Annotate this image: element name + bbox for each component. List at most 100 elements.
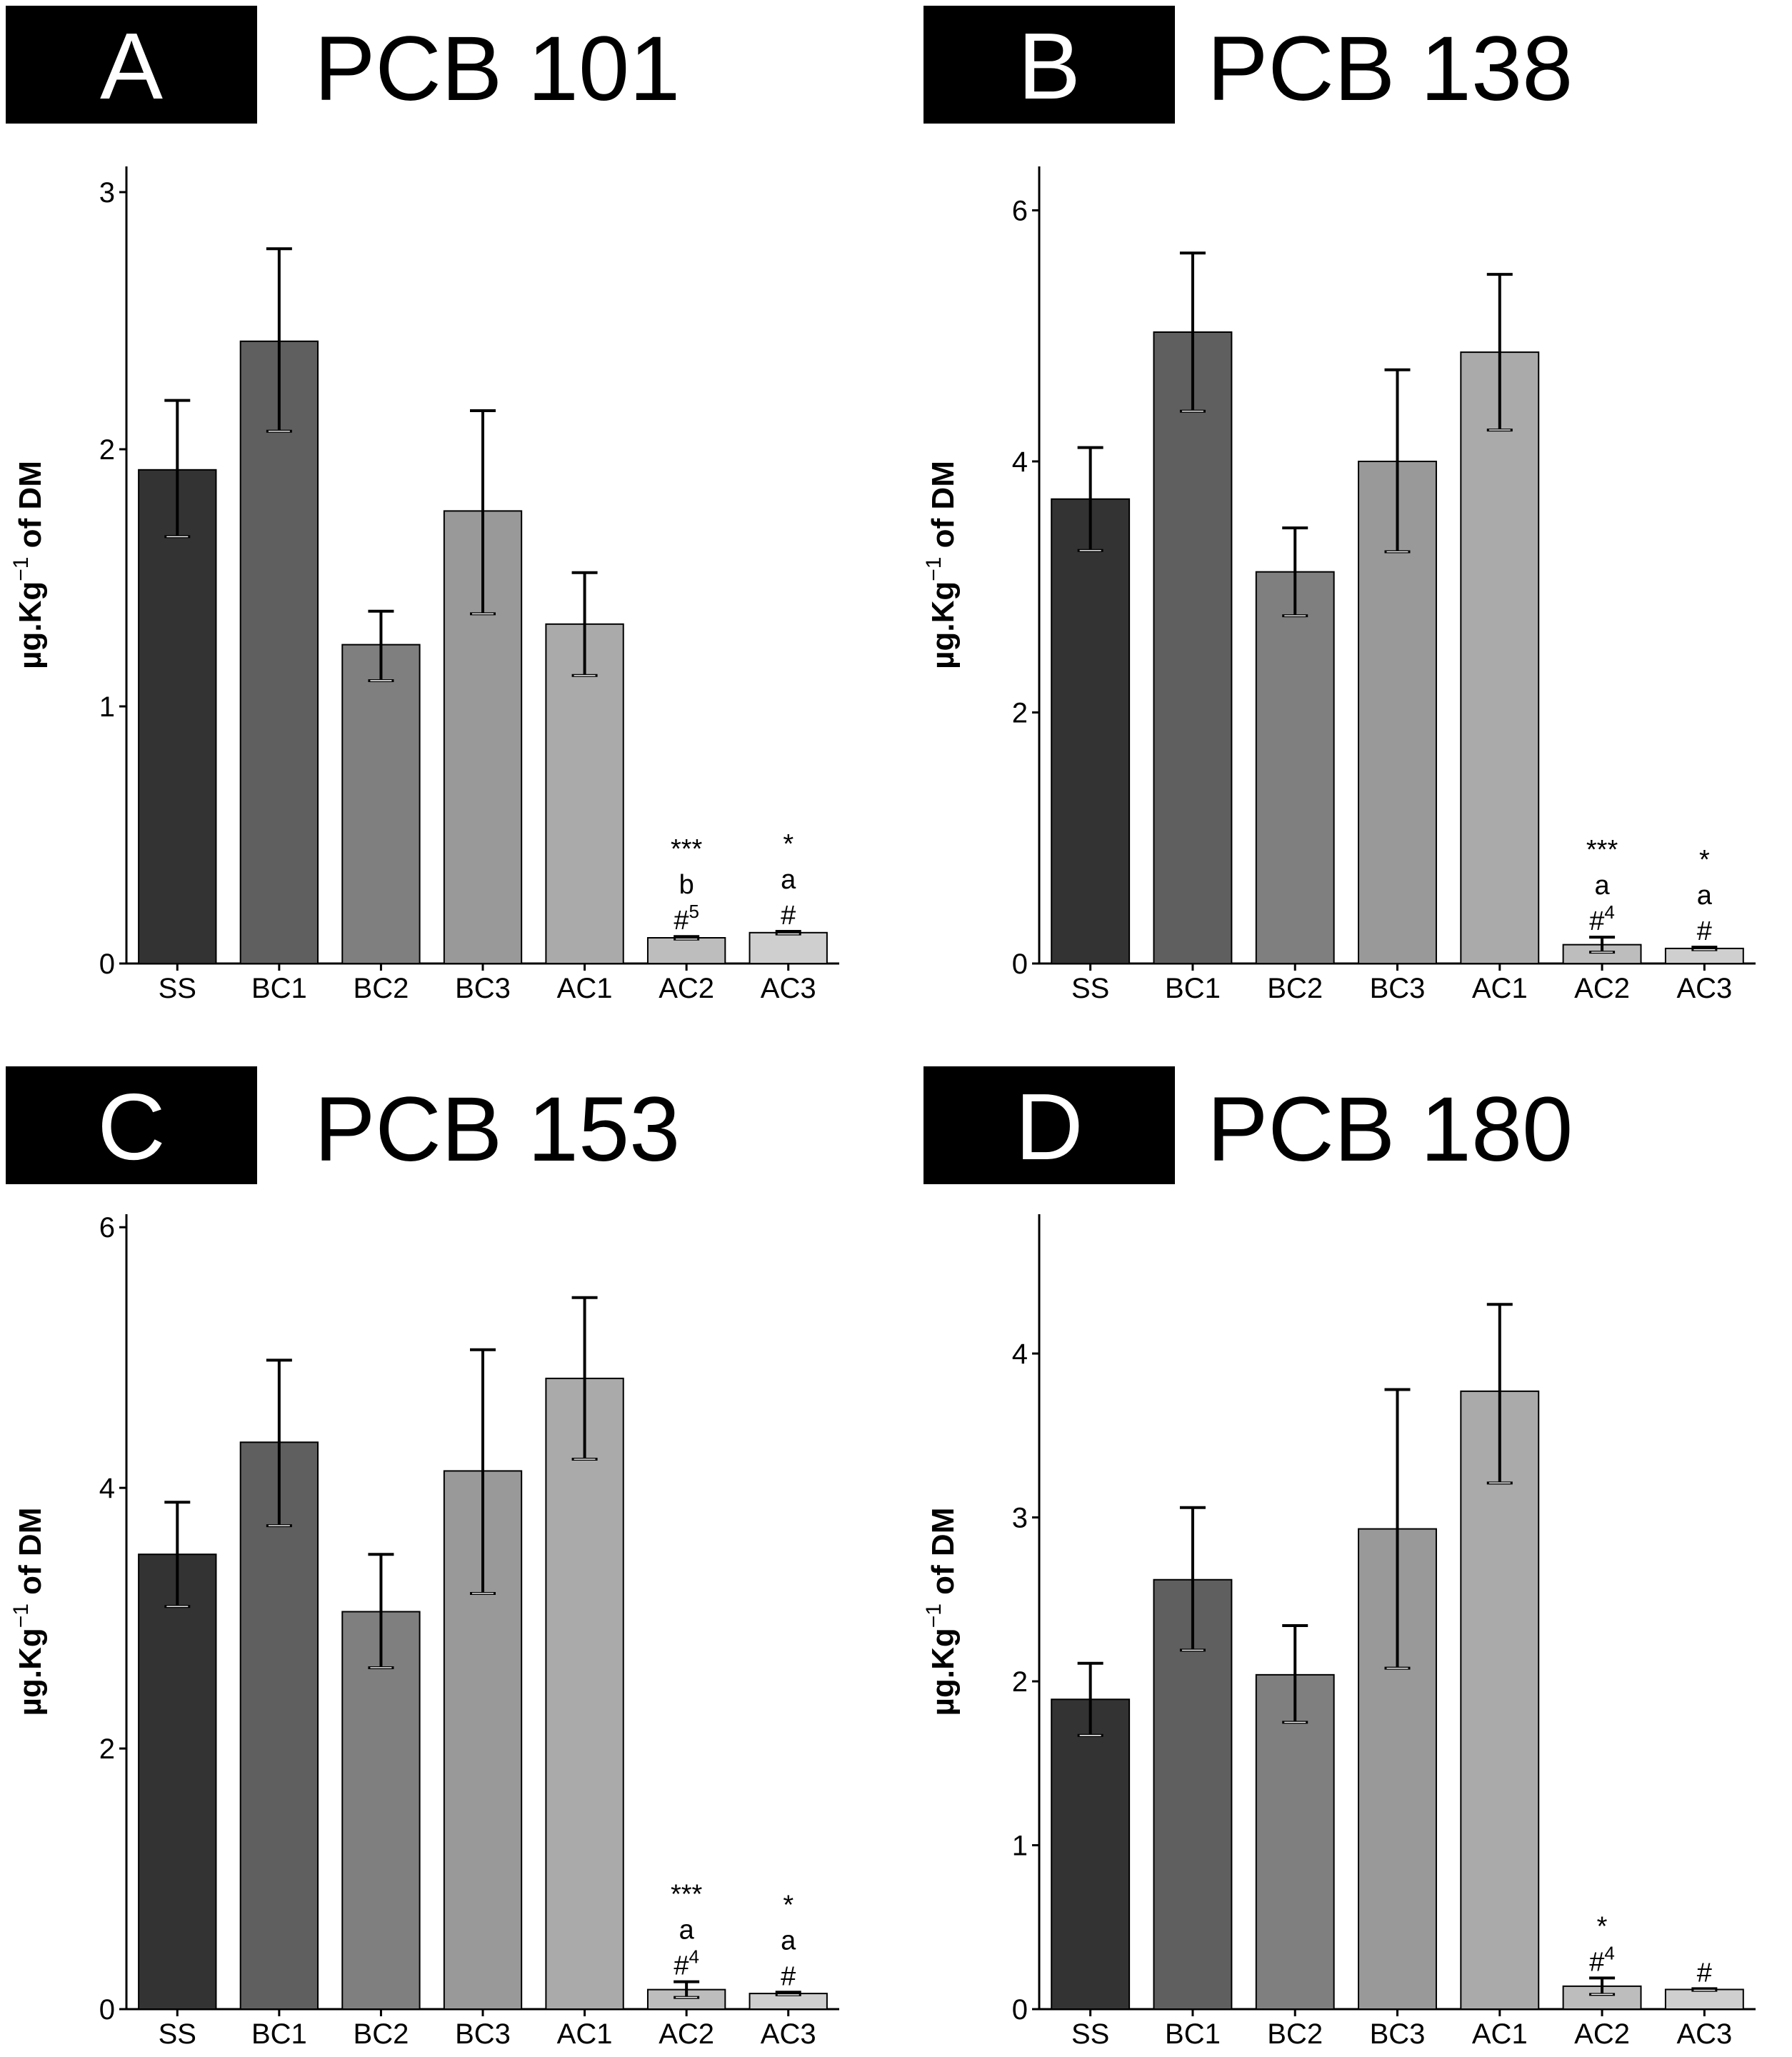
- panel-a: A PCB 101 µg.Kg−1 of DM 0 1 2 3 SS BC1 BC2 BC3 AC1 A…: [6, 6, 839, 1004]
- x-tick-label: BC1: [1165, 2018, 1221, 2050]
- panel-header-block: [923, 1066, 1175, 1184]
- y-tick-label: 4: [1012, 1338, 1028, 1370]
- bar-ac3: [749, 931, 828, 965]
- y-axis-label: µg.Kg−1 of DM: [922, 461, 961, 669]
- significance-annotation: #5: [674, 901, 699, 936]
- bar-ac1: [1460, 351, 1540, 964]
- x-tick-label: AC2: [1574, 2018, 1630, 2050]
- significance-annotation: #: [1697, 916, 1712, 946]
- significance-annotation: *: [783, 1890, 794, 1920]
- chart-title: PCB 138: [1207, 18, 1573, 120]
- bar-ac2: [1562, 1985, 1642, 2010]
- x-tick-label: AC1: [1472, 973, 1528, 1004]
- significance-annotation: ***: [1586, 835, 1618, 865]
- x-tick-label: BC1: [1165, 973, 1221, 1004]
- x-tick-label: AC1: [1472, 2018, 1528, 2050]
- panel-header-block: [6, 1066, 257, 1184]
- y-tick-label: 4: [1012, 446, 1028, 478]
- bar-ac2: [646, 937, 726, 964]
- significance-annotation: a: [1697, 881, 1713, 911]
- chart-title: PCB 153: [314, 1078, 680, 1181]
- x-tick-label: SS: [159, 2018, 196, 2050]
- bar-bc2: [341, 1611, 421, 2010]
- significance-annotation: a: [1595, 871, 1611, 901]
- bar-bc1: [239, 340, 319, 964]
- bar-ss: [138, 1553, 217, 2010]
- significance-annotation: #4: [674, 1946, 699, 1981]
- y-tick-label: 2: [1012, 698, 1028, 729]
- x-tick-label: AC1: [557, 973, 613, 1004]
- y-tick-label: 2: [99, 434, 115, 466]
- x-tick-label: AC3: [1676, 2018, 1732, 2050]
- panel-c: C PCB 153 µg.Kg−1 of DM 0 2 4 6 SS BC1 BC2 BC3 AC1 A…: [6, 1066, 839, 2050]
- x-tick-label: SS: [1071, 2018, 1109, 2050]
- significance-annotation: #4: [1589, 901, 1615, 936]
- bar-ac1: [545, 1377, 624, 2010]
- x-tick-label: BC3: [1370, 2018, 1426, 2050]
- x-tick-label: AC3: [761, 973, 816, 1004]
- significance-annotation: *: [1699, 845, 1710, 875]
- significance-annotation: a: [781, 865, 796, 895]
- bar-ss: [138, 469, 217, 964]
- y-tick-label: 0: [1012, 949, 1028, 980]
- x-tick-label: AC1: [557, 2018, 613, 2050]
- bar-bc1: [239, 1441, 319, 2010]
- y-axis-label: µg.Kg−1 of DM: [9, 461, 48, 669]
- significance-annotation: a: [781, 1926, 796, 1956]
- panel-d: D PCB 180 µg.Kg−1 of DM 0 1 2 3 4 SS BC1 BC2 BC3 AC1…: [922, 1066, 1756, 2050]
- significance-annotation: ***: [671, 834, 703, 864]
- bar-ac3: [1664, 1988, 1744, 2011]
- panel-b: B PCB 138 µg.Kg−1 of DM 0 2 4 6 SS BC1 BC2 BC3 AC1 A…: [922, 6, 1756, 1004]
- bar-ac1: [545, 623, 624, 964]
- x-tick-label: AC2: [1574, 973, 1630, 1004]
- x-tick-label: BC3: [455, 2018, 511, 2050]
- panel-letter: B: [1018, 14, 1081, 119]
- x-tick-label: AC2: [659, 973, 714, 1004]
- x-tick-label: AC2: [659, 2018, 714, 2050]
- significance-annotation: #4: [1589, 1942, 1615, 1977]
- x-tick-label: BC1: [251, 973, 307, 1004]
- y-axis-label: µg.Kg−1 of DM: [9, 1508, 48, 1716]
- y-tick-label: 4: [99, 1473, 115, 1504]
- x-tick-label: BC3: [1370, 973, 1426, 1004]
- bar-bc2: [341, 644, 421, 964]
- x-tick-label: BC1: [251, 2018, 307, 2050]
- significance-annotation: #: [781, 901, 796, 931]
- x-tick-label: AC3: [1676, 973, 1732, 1004]
- y-tick-label: 0: [1012, 1994, 1028, 2026]
- x-tick-label: AC3: [761, 2018, 816, 2050]
- bar-bc2: [1255, 571, 1335, 964]
- bar-bc1: [1153, 331, 1233, 964]
- chart-title: PCB 101: [314, 18, 680, 120]
- x-tick-label: BC2: [1267, 973, 1323, 1004]
- y-tick-label: 2: [1012, 1666, 1028, 1698]
- y-tick-label: 6: [1012, 196, 1028, 227]
- y-tick-label: 3: [1012, 1503, 1028, 1534]
- significance-annotation: #: [1697, 1958, 1712, 1988]
- significance-annotation: ***: [671, 1880, 703, 1910]
- y-tick-label: 3: [99, 177, 115, 209]
- y-axis-label: µg.Kg−1 of DM: [922, 1508, 961, 1716]
- chart-title: PCB 180: [1207, 1078, 1573, 1181]
- bar-ss: [1051, 498, 1131, 964]
- x-tick-label: BC2: [354, 973, 409, 1004]
- x-tick-label: BC3: [455, 973, 511, 1004]
- significance-annotation: a: [679, 1916, 695, 1946]
- y-tick-label: 0: [99, 949, 115, 980]
- bar-ss: [1051, 1698, 1131, 2010]
- y-tick-label: 1: [1012, 1831, 1028, 1862]
- significance-annotation: *: [783, 829, 794, 859]
- y-tick-label: 2: [99, 1733, 115, 1765]
- x-tick-label: BC2: [1267, 2018, 1323, 2050]
- bar-bc2: [1255, 1673, 1335, 2011]
- panel-letter: A: [100, 14, 163, 119]
- x-tick-label: BC2: [354, 2018, 409, 2050]
- significance-annotation: *: [1597, 1911, 1608, 1941]
- x-tick-label: SS: [1071, 973, 1109, 1004]
- significance-annotation: b: [679, 870, 694, 900]
- y-tick-label: 6: [99, 1212, 115, 1243]
- bar-ac1: [1460, 1390, 1540, 2010]
- panel-header-block: [6, 6, 257, 124]
- y-tick-label: 1: [99, 691, 115, 723]
